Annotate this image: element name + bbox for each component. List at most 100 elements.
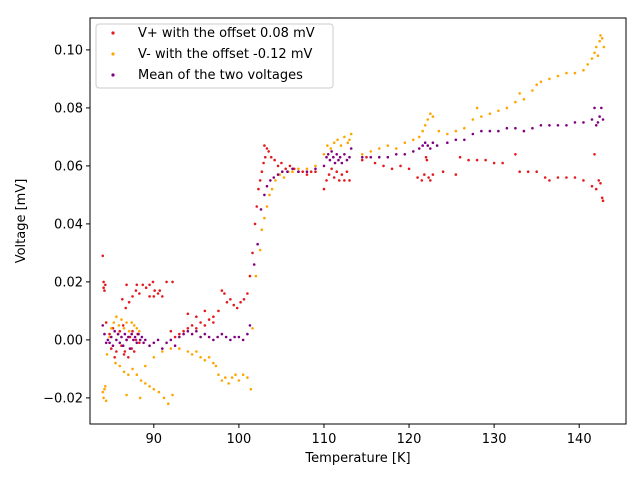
v-minus-point — [480, 115, 483, 118]
mean-point — [332, 155, 335, 159]
mean-point — [212, 338, 215, 342]
v-plus-point — [153, 289, 156, 292]
legend-marker-v-plus — [111, 31, 115, 35]
v-minus-point — [125, 393, 128, 397]
v-minus-point — [135, 373, 139, 377]
v-plus-point — [131, 329, 134, 333]
mean-point — [522, 129, 526, 133]
v-plus-point — [427, 176, 430, 179]
series-v-minus — [101, 34, 606, 406]
v-plus-point — [121, 324, 125, 327]
v-minus-point — [403, 141, 407, 144]
v-plus-point — [138, 341, 141, 345]
v-plus-point — [594, 187, 598, 191]
v-plus-point — [390, 167, 394, 171]
v-minus-point — [535, 83, 538, 86]
mean-point — [256, 242, 259, 246]
v-minus-point — [101, 390, 105, 394]
mean-point — [596, 121, 600, 124]
v-plus-point — [325, 179, 328, 182]
mean-point — [343, 153, 346, 156]
legend: V+ with the offset 0.08 mV V- with the o… — [95, 23, 334, 89]
mean-point — [412, 150, 415, 153]
v-minus-point — [139, 379, 143, 382]
v-plus-point — [104, 283, 107, 287]
v-plus-point — [121, 298, 124, 301]
v-minus-point — [258, 248, 262, 252]
v-minus-point — [556, 74, 560, 78]
mean-point — [421, 144, 424, 147]
mean-point — [144, 338, 147, 342]
mean-point — [417, 147, 421, 150]
v-plus-point — [263, 155, 267, 159]
v-minus-point — [122, 370, 126, 374]
v-minus-point — [109, 327, 113, 330]
mean-point — [326, 153, 330, 156]
v-minus-point — [162, 396, 166, 400]
v-minus-point — [178, 347, 181, 350]
v-plus-point — [373, 161, 377, 165]
v-plus-point — [276, 164, 280, 168]
mean-point — [429, 147, 432, 150]
mean-point — [431, 141, 435, 144]
v-plus-point — [475, 158, 479, 162]
mean-point — [505, 126, 509, 130]
v-minus-point — [148, 385, 151, 388]
v-plus-point — [399, 164, 402, 168]
v-plus-point — [518, 170, 521, 173]
mean-point — [593, 106, 596, 110]
mean-point — [573, 121, 577, 124]
mean-point — [565, 124, 568, 127]
v-plus-point — [134, 289, 138, 292]
v-plus-point — [102, 280, 105, 284]
mean-point — [252, 263, 256, 266]
legend-entry-mean: Mean of the two voltages — [111, 68, 303, 83]
v-minus-point — [339, 144, 343, 147]
mean-point — [224, 335, 228, 339]
v-minus-point — [590, 57, 594, 60]
mean-point — [377, 155, 381, 159]
mean-point — [156, 338, 160, 342]
mean-point — [106, 338, 110, 342]
v-plus-point — [332, 176, 336, 179]
y-tick-label: −0.02 — [43, 391, 83, 406]
v-minus-point — [127, 329, 131, 333]
v-plus-point — [169, 329, 173, 333]
v-minus-point — [251, 327, 254, 330]
mean-point — [394, 153, 398, 156]
v-plus-point — [165, 280, 168, 284]
v-minus-point — [265, 205, 269, 208]
v-minus-point — [522, 97, 526, 101]
mean-point — [345, 158, 349, 162]
v-minus-point — [514, 100, 517, 104]
mean-point — [297, 170, 300, 173]
mean-point — [207, 335, 211, 339]
mean-point — [291, 167, 294, 171]
v-plus-point — [255, 205, 259, 208]
v-minus-point — [332, 141, 336, 144]
v-minus-point — [126, 373, 130, 377]
v-plus-point — [101, 254, 105, 258]
v-minus-point — [505, 106, 509, 110]
v-plus-point — [263, 144, 266, 147]
v-plus-point — [599, 182, 602, 185]
v-plus-point — [514, 153, 517, 156]
mean-point — [137, 332, 140, 336]
v-minus-point — [241, 373, 245, 377]
v-minus-point — [115, 315, 118, 319]
mean-point — [280, 170, 284, 173]
v-minus-point — [199, 356, 202, 359]
v-minus-point — [518, 92, 521, 95]
v-minus-point — [336, 138, 339, 142]
mean-point — [120, 335, 123, 339]
v-minus-point — [291, 170, 294, 173]
mean-point — [488, 129, 492, 133]
v-minus-point — [217, 373, 220, 377]
mean-point — [161, 347, 164, 350]
v-minus-point — [102, 396, 105, 400]
v-plus-point — [425, 158, 429, 162]
v-plus-point — [251, 251, 254, 255]
v-plus-point — [424, 155, 428, 159]
v-minus-point — [254, 274, 258, 278]
mean-point — [126, 335, 130, 339]
